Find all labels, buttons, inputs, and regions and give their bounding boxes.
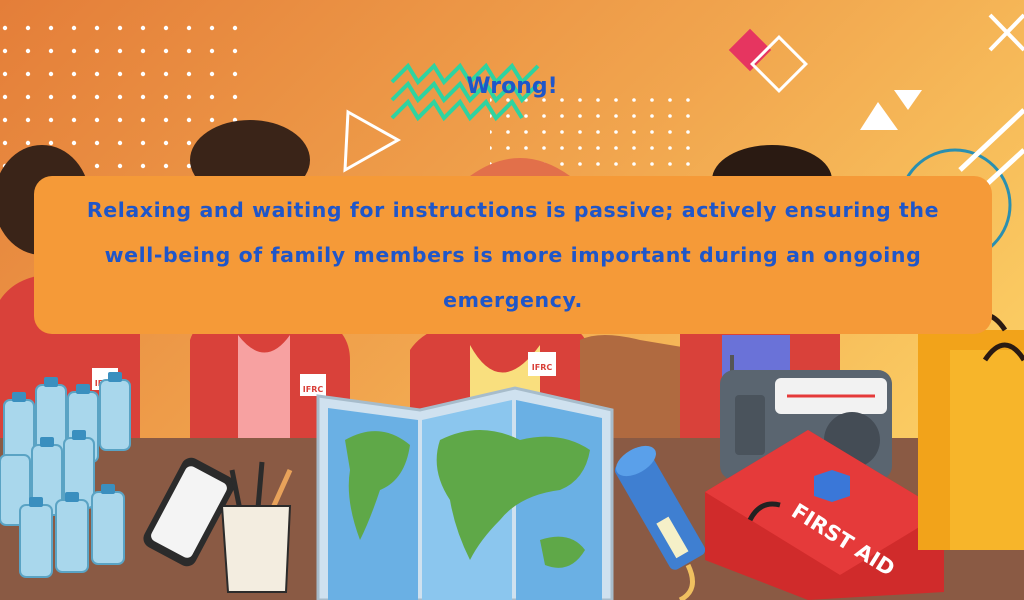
smartphone-icon [143,457,235,567]
triangle-white-decoration [860,102,898,130]
water-bottle-caps [12,372,122,507]
triangle-white-decoration-2 [894,90,922,110]
radio-icon [720,355,892,480]
flashlight-icon [614,445,706,600]
x-mark-decoration [988,13,1024,52]
triangle-outline-decoration [343,109,402,173]
feedback-text: Relaxing and waiting for instructions is… [86,197,940,312]
zigzag-decoration [390,62,540,86]
feedback-panel: Relaxing and waiting for instructions is… [34,176,992,334]
pencil-cup-icon [220,461,293,593]
verdict-label: Wrong! [466,74,558,99]
zigzag-decoration-2 [390,80,540,104]
shopping-bag-icon [918,312,1024,550]
first-aid-kit-icon: FIRST AID [705,430,944,600]
diamond-outline-decoration [750,35,808,93]
water-bottle-icon [0,379,131,578]
vest-label: IFRC [532,363,553,372]
dot-pattern-center [490,90,690,170]
world-map-icon [316,386,614,600]
zigzag-decoration-3 [390,98,524,122]
vest-label: IFRC [303,385,324,394]
